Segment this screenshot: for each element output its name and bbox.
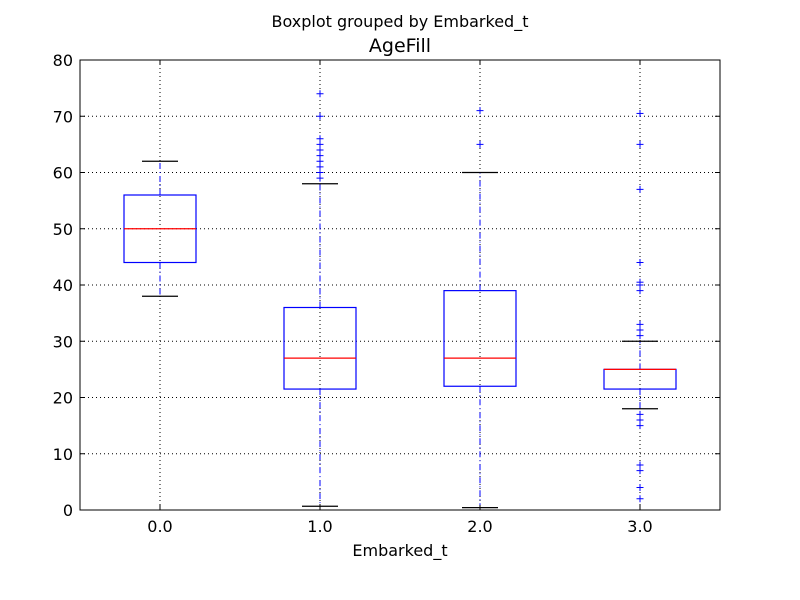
y-tick-label: 20 (53, 389, 73, 408)
outlier-point (636, 278, 644, 286)
x-tick-label: 1.0 (307, 517, 332, 536)
outlier-point (636, 259, 644, 266)
chart-title: AgeFill (369, 35, 431, 57)
x-tick-label: 0.0 (147, 517, 172, 536)
outlier-point (476, 140, 484, 148)
y-tick-label: 70 (53, 107, 73, 126)
outlier-point (316, 135, 324, 143)
outlier-point (636, 320, 644, 328)
outlier-point (316, 112, 324, 120)
y-tick-label: 80 (53, 51, 73, 70)
outlier-point (636, 484, 644, 491)
y-tick-label: 30 (53, 332, 73, 351)
outlier-point (636, 140, 644, 148)
y-tick-label: 60 (53, 164, 73, 183)
x-axis-label: Embarked_t (352, 541, 447, 561)
outlier-point (636, 185, 644, 193)
iqr-box (283, 306, 357, 390)
y-tick-label: 40 (53, 276, 73, 295)
box-group-2-0 (443, 107, 517, 509)
iqr-box (443, 290, 517, 387)
chart-suptitle: Boxplot grouped by Embarked_t (272, 12, 529, 32)
outlier-point (476, 107, 484, 115)
outlier-point (636, 109, 644, 117)
outlier-point (636, 495, 644, 503)
box-group-0-0 (123, 160, 197, 297)
axis-ticks: 0 10 20 30 40 50 60 70 80 0.0 1.0 2.0 3.0 (53, 51, 720, 536)
x-tick-label: 3.0 (627, 517, 652, 536)
y-tick-label: 0 (63, 501, 73, 520)
y-tick-label: 50 (53, 220, 73, 239)
outlier-point (316, 90, 324, 98)
outlier-point (636, 461, 644, 469)
box-group-1-0 (283, 90, 357, 507)
grid-lines (80, 60, 720, 510)
outlier-point (636, 410, 644, 418)
x-tick-label: 2.0 (467, 517, 492, 536)
box-group-3-0 (603, 109, 677, 503)
y-tick-label: 10 (53, 445, 73, 464)
boxes-layer (123, 90, 677, 509)
